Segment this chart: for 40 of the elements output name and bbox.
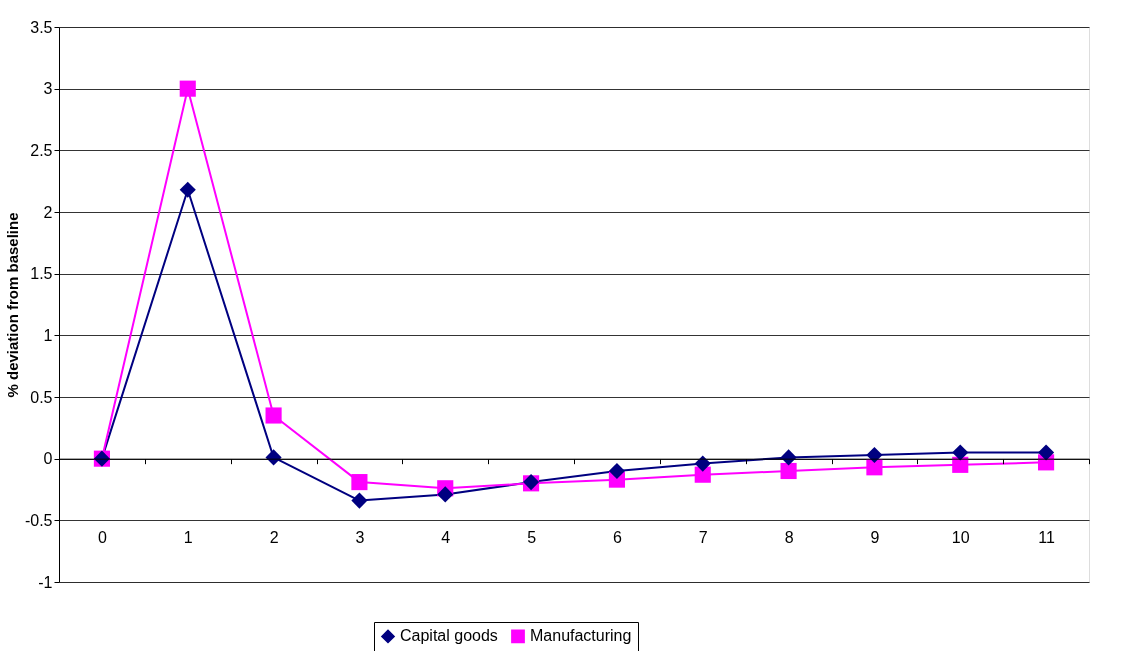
y-tick-label: 2.5: [30, 141, 53, 159]
x-tick-label: 5: [527, 529, 537, 547]
x-tick-label: 1: [183, 529, 193, 547]
y-tick-label: -1: [38, 573, 53, 591]
legend-label: Capital goods: [400, 627, 498, 645]
y-axis-title: % deviation from baseline: [3, 212, 21, 398]
x-tick-label: 11: [1038, 529, 1055, 547]
x-tick-label: 6: [612, 529, 622, 547]
x-tick-label: 0: [97, 529, 107, 547]
x-tick-label: 7: [698, 529, 708, 547]
point: [608, 462, 625, 480]
y-tick-label: 1.5: [30, 265, 53, 283]
y-tick-label: 2: [43, 203, 53, 221]
point: [866, 446, 883, 464]
point: [694, 455, 711, 472]
y-tick-label: 3: [43, 80, 53, 98]
x-tick-label: 9: [870, 529, 880, 547]
point: [265, 407, 282, 424]
legend-label: Manufacturing: [530, 627, 632, 645]
y-tick-label: -0.5: [24, 511, 53, 529]
point: [265, 449, 282, 466]
x-tick-label: 3: [355, 529, 365, 547]
point: [694, 466, 711, 483]
x-tick-label: 8: [784, 529, 794, 547]
y-tick-label: 3.5: [30, 18, 53, 36]
x-tick-label: 2: [269, 529, 279, 547]
point: [179, 80, 196, 97]
point: [780, 449, 797, 466]
point: [351, 474, 368, 491]
point: [952, 444, 969, 461]
point: [1038, 444, 1055, 461]
x-tick-label: 10: [951, 529, 970, 547]
y-tick-label: 0.5: [30, 388, 53, 406]
point: [351, 492, 368, 509]
point: [780, 462, 797, 480]
point: [179, 181, 196, 198]
y-tick-label: 0: [43, 450, 53, 468]
point: [437, 486, 454, 503]
x-tick-label: 4: [441, 529, 451, 547]
y-tick-label: 1: [43, 326, 53, 344]
